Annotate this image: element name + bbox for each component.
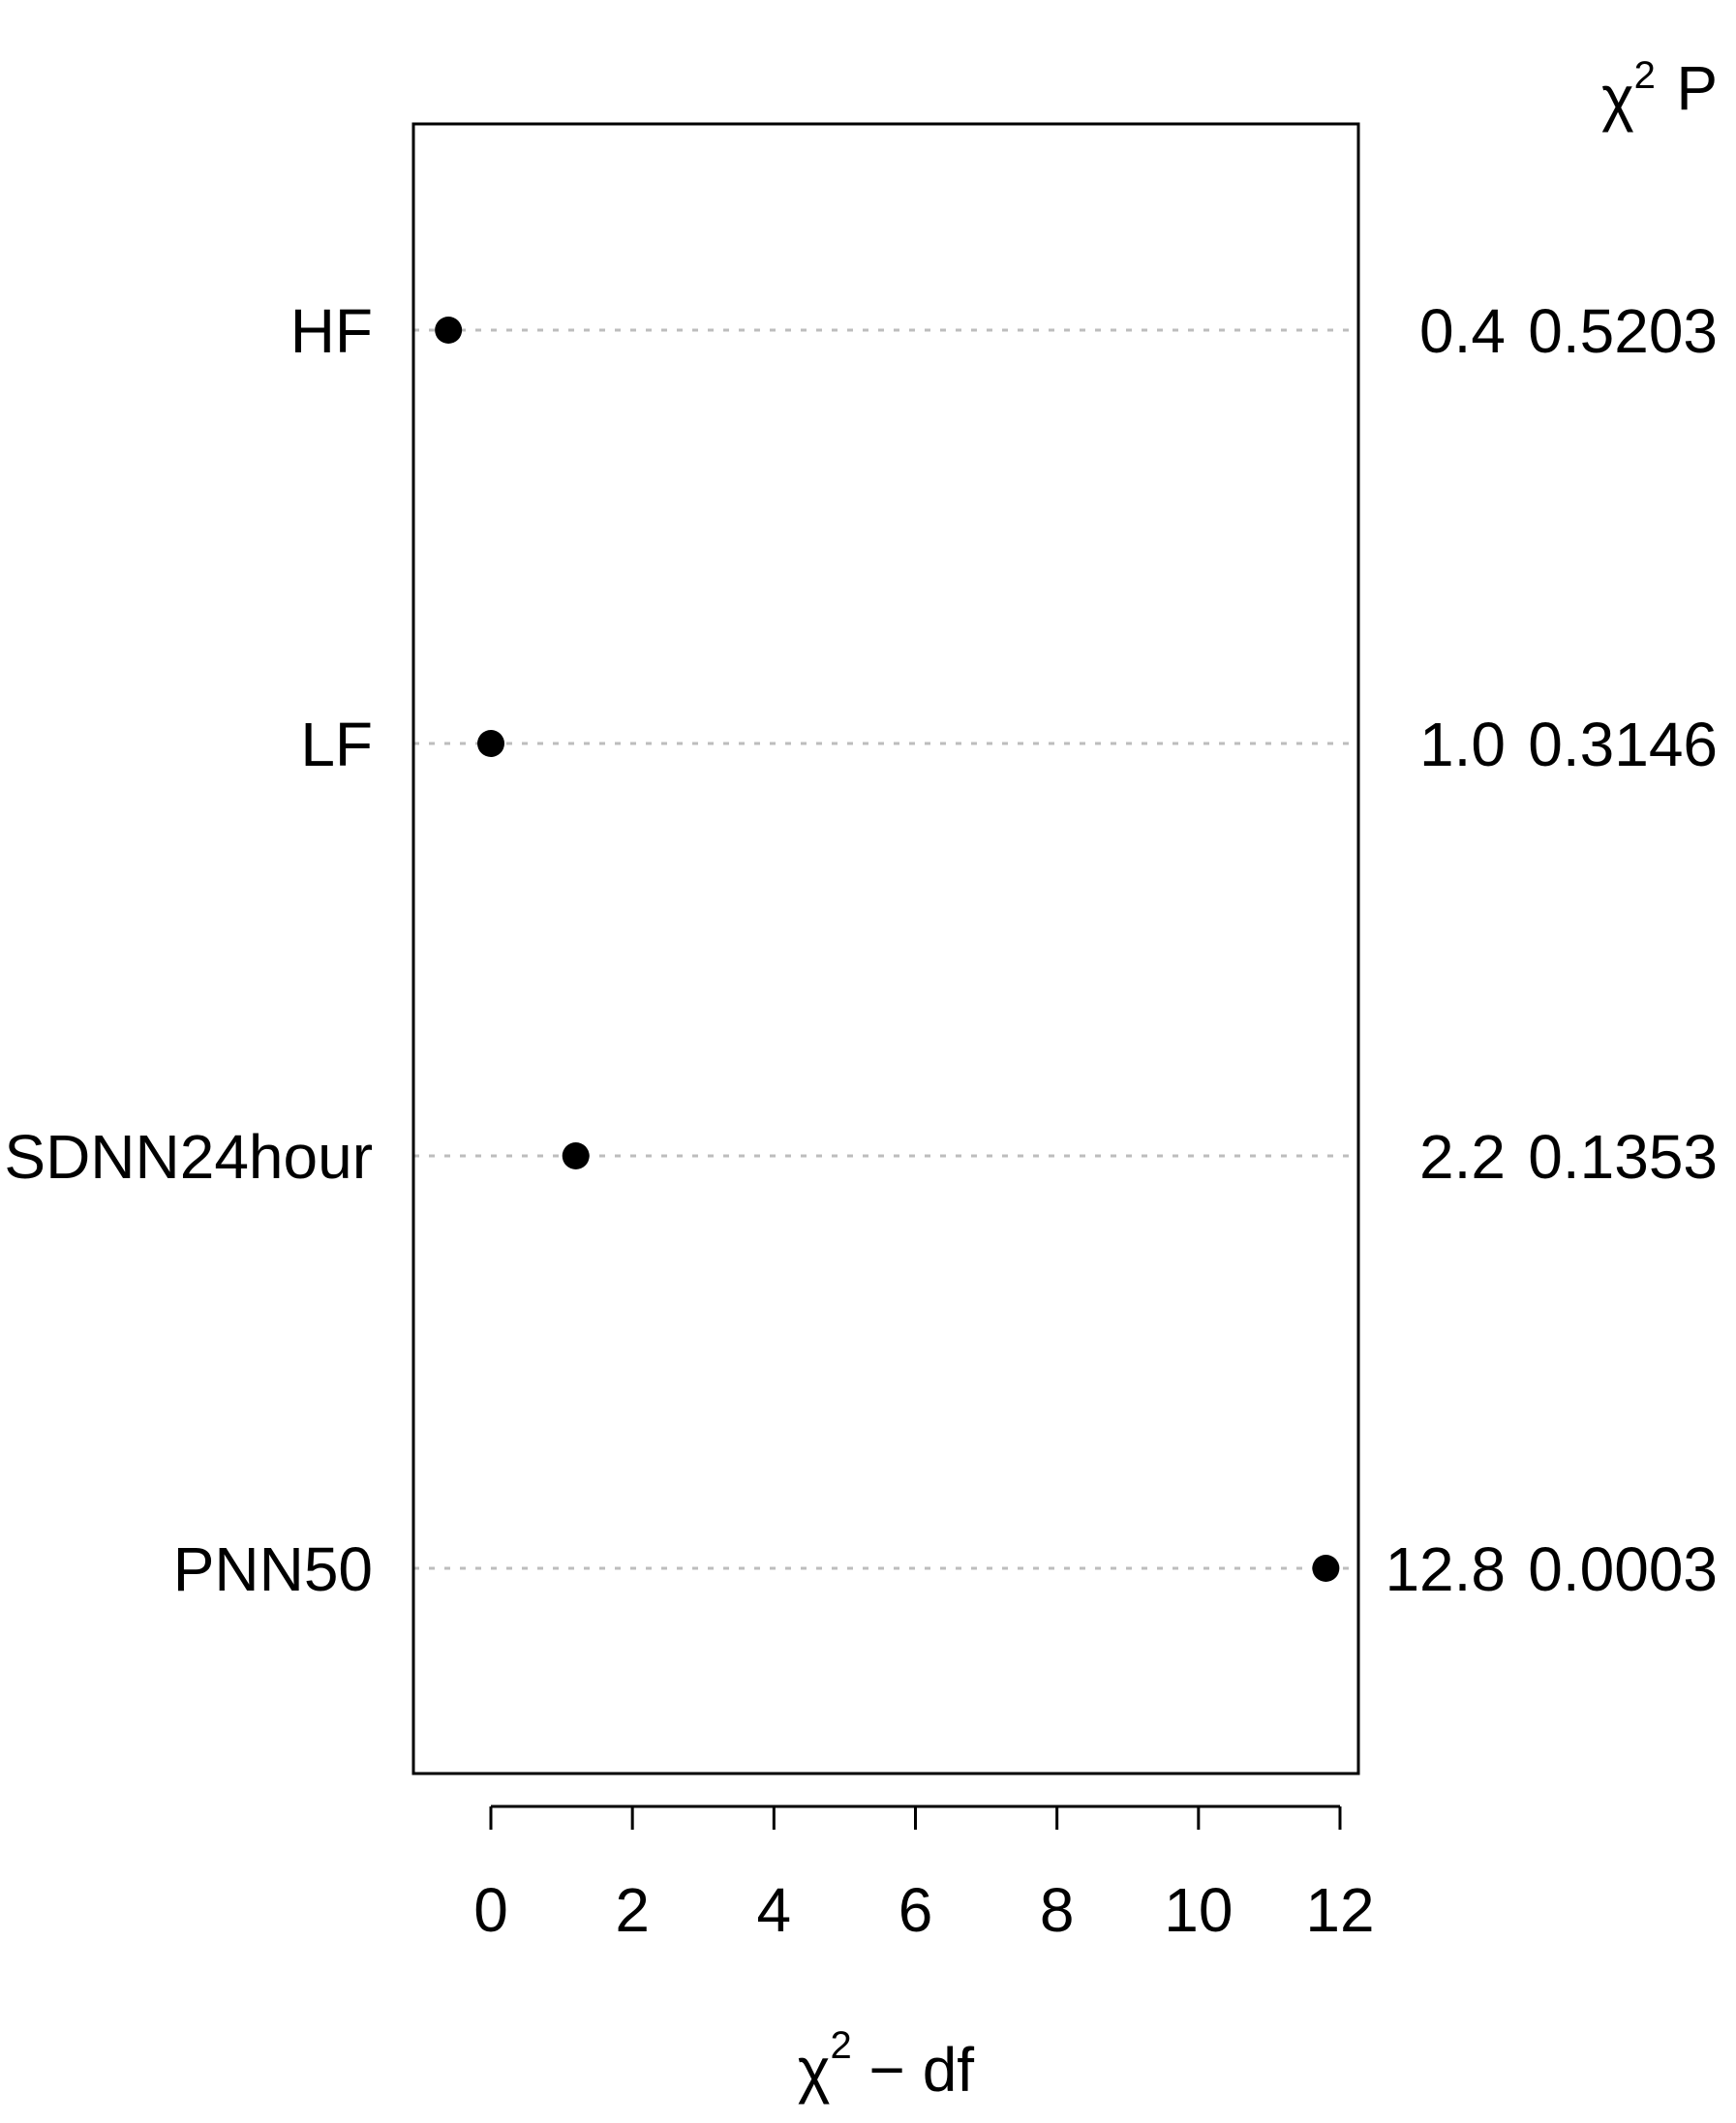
category-labels: HF LF SDNN24hour PNN50: [4, 296, 373, 1604]
x-tick-label: 6: [898, 1875, 933, 1945]
x-tick-label: 0: [473, 1875, 508, 1945]
p-header: P: [1676, 53, 1718, 123]
x-tick-label: 4: [757, 1875, 792, 1945]
p-value: 0.5203: [1528, 296, 1718, 366]
chisq-value: 12.8: [1385, 1534, 1506, 1604]
stats-table: χ2 P 0.4 0.5203 1.0 0.3146 2.2 0.1353 12.8 0.00…: [1385, 53, 1718, 1604]
chisq-header: χ2: [1601, 54, 1656, 133]
x-tick-label: 2: [615, 1875, 650, 1945]
category-label: LF: [300, 710, 373, 779]
data-point: [435, 317, 463, 344]
category-label: SDNN24hour: [4, 1122, 373, 1192]
p-value: 0.3146: [1528, 710, 1718, 779]
data-point: [1312, 1555, 1340, 1582]
data-points: [435, 317, 1340, 1582]
grid-lines: [413, 328, 1358, 1570]
category-label: HF: [290, 296, 373, 366]
plot-frame: [411, 122, 1360, 1775]
p-value: 0.0003: [1528, 1534, 1718, 1604]
chisq-value: 0.4: [1419, 296, 1506, 366]
chisq-value: 1.0: [1419, 710, 1506, 779]
x-axis: 0 2 4 6 8 10 12: [473, 1805, 1375, 1945]
data-point: [477, 730, 504, 757]
p-value: 0.1353: [1528, 1122, 1718, 1192]
data-point: [562, 1142, 590, 1169]
x-tick-label: 8: [1040, 1875, 1075, 1945]
x-tick-label: 12: [1305, 1875, 1374, 1945]
chisq-value: 2.2: [1419, 1122, 1506, 1192]
category-label: PNN50: [173, 1534, 373, 1604]
x-axis-title: χ2 − df: [798, 2024, 974, 2105]
x-tick-label: 10: [1164, 1875, 1233, 1945]
